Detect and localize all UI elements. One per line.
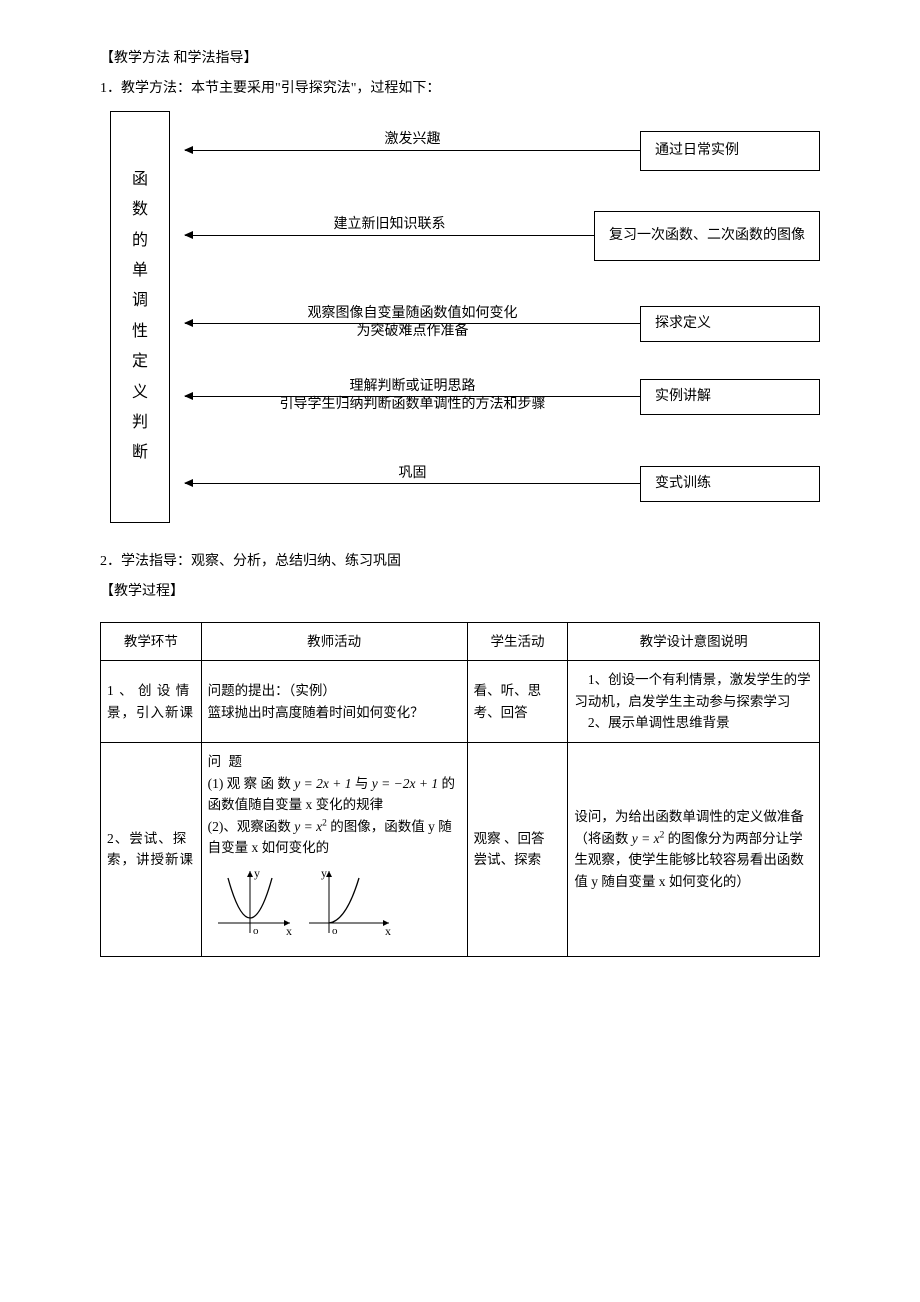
flow-box: 通过日常实例 — [640, 131, 820, 171]
graphs-row: y x o y x o — [208, 863, 461, 948]
arrow-label: 巩固 — [185, 463, 640, 485]
flow-diagram: 函数的单调性定义判断 激发兴趣通过日常实例建立新旧知识联系复习一次函数、二次函数… — [110, 111, 820, 531]
flow-row: 巩固变式训练 — [185, 466, 820, 502]
arrow-label: 建立新旧知识联系 — [185, 214, 594, 236]
arrow-wrap: 理解判断或证明思路引导学生归纳判断函数单调性的方法和步骤 — [185, 384, 640, 410]
teacher-pre: 问题的提出：（实例） — [208, 683, 336, 698]
intent-line: 2、展示单调性思维背景 — [574, 712, 813, 734]
flow-row: 激发兴趣通过日常实例 — [185, 131, 820, 171]
q1-text: (1) 观 察 函 数 — [208, 776, 295, 791]
axis-label-y: y — [321, 866, 327, 880]
teacher-body: 篮球抛出时高度随着时间如何变化？ — [208, 705, 424, 720]
eq: = x — [638, 831, 660, 846]
arrow-label: 引导学生归纳判断函数单调性的方法和步骤 — [185, 394, 640, 416]
axis-label-y: y — [254, 866, 260, 880]
eq: = −2x + 1 — [378, 776, 438, 791]
axis-label-x: x — [286, 924, 292, 938]
flow-box: 探求定义 — [640, 306, 820, 342]
table-header: 教学环节 — [101, 622, 202, 661]
table-header: 教师活动 — [201, 622, 467, 661]
teacher-q2: (2)、观察函数 y = x2 的图像，函数值 y 随自变量 x 如何变化的 — [208, 816, 461, 859]
table-header: 教学设计意图说明 — [568, 622, 820, 661]
arrow-label: 为突破难点作准备 — [185, 321, 640, 343]
student-cell: 看、听、思考、回答 — [467, 661, 568, 743]
arrow-wrap: 巩固 — [185, 471, 640, 497]
flow-box: 实例讲解 — [640, 379, 820, 415]
intent-cell: 设问，为给出函数单调性的定义做准备 （将函数 y = x2 的图像分为两部分让学… — [568, 742, 820, 956]
teacher-q1: (1) 观 察 函 数 y = 2x + 1 与 y = −2x + 1 的函数… — [208, 773, 461, 816]
vertical-title-box: 函数的单调性定义判断 — [110, 111, 170, 523]
arrow-line — [185, 150, 640, 151]
lesson-table: 教学环节 教师活动 学生活动 教学设计意图说明 1 、 创 设 情景，引入新课 … — [100, 622, 820, 957]
intent-cell: 1、创设一个有利情景，激发学生的学习动机，启发学生主动参与探索学习 2、展示单调… — [568, 661, 820, 743]
intent-line: （将函数 y = x2 的图像分为两部分让学生观察，使学生能够比较容易看出函数值… — [574, 828, 813, 893]
parabola-half: y x o — [301, 863, 396, 948]
q2-text: (2)、观察函数 — [208, 819, 295, 834]
arrow-label: 激发兴趣 — [185, 129, 640, 151]
origin-label: o — [332, 925, 338, 937]
vertical-title-text: 函数的单调性定义判断 — [132, 165, 148, 469]
flow-box: 变式训练 — [640, 466, 820, 502]
axis-label-x: x — [385, 924, 391, 938]
flow-row: 建立新旧知识联系复习一次函数、二次函数的图像 — [185, 211, 820, 261]
table-header-row: 教学环节 教师活动 学生活动 教学设计意图说明 — [101, 622, 820, 661]
arrow-line — [185, 483, 640, 484]
teacher-cell: 问 题 (1) 观 察 函 数 y = 2x + 1 与 y = −2x + 1… — [201, 742, 467, 956]
arrow-wrap: 激发兴趣 — [185, 138, 640, 164]
parabola-full: y x o — [208, 863, 298, 948]
eq: = 2x + 1 — [300, 776, 351, 791]
table-row: 2、尝试、探索，讲授新课 问 题 (1) 观 察 函 数 y = 2x + 1 … — [101, 742, 820, 956]
intent-text: （将函数 — [574, 831, 631, 846]
flow-row: 观察图像自变量随函数值如何变化为突破难点作准备探求定义 — [185, 306, 820, 342]
intent-line: 设问，为给出函数单调性的定义做准备 — [574, 806, 813, 828]
arrow-wrap: 建立新旧知识联系 — [185, 223, 594, 249]
arrow-line — [185, 235, 594, 236]
learning-text: 2．学法指导：观察、分析，总结归纳、练习巩固 — [100, 551, 820, 573]
teacher-heading: 问 题 — [208, 751, 461, 773]
student-cell: 观察 、回答 尝试、探索 — [467, 742, 568, 956]
table-row: 1 、 创 设 情景，引入新课 问题的提出：（实例） 篮球抛出时高度随着时间如何… — [101, 661, 820, 743]
intent-line: 1、创设一个有利情景，激发学生的学习动机，启发学生主动参与探索学习 — [574, 669, 813, 712]
arrow-wrap: 观察图像自变量随函数值如何变化为突破难点作准备 — [185, 311, 640, 337]
env-cell: 2、尝试、探索，讲授新课 — [101, 742, 202, 956]
origin-label: o — [253, 925, 259, 937]
process-heading: 【教学过程】 — [100, 581, 820, 603]
flow-box: 复习一次函数、二次函数的图像 — [594, 211, 820, 261]
eq: = x — [300, 819, 322, 834]
table-header: 学生活动 — [467, 622, 568, 661]
method-text: 1．教学方法：本节主要采用"引导探究法"，过程如下： — [100, 78, 820, 100]
env-cell: 1 、 创 设 情景，引入新课 — [101, 661, 202, 743]
methods-heading: 【教学方法 和学法指导】 — [100, 48, 820, 70]
flow-row: 理解判断或证明思路引导学生归纳判断函数单调性的方法和步骤实例讲解 — [185, 379, 820, 415]
q1-text: 与 — [352, 776, 369, 791]
teacher-cell: 问题的提出：（实例） 篮球抛出时高度随着时间如何变化？ — [201, 661, 467, 743]
